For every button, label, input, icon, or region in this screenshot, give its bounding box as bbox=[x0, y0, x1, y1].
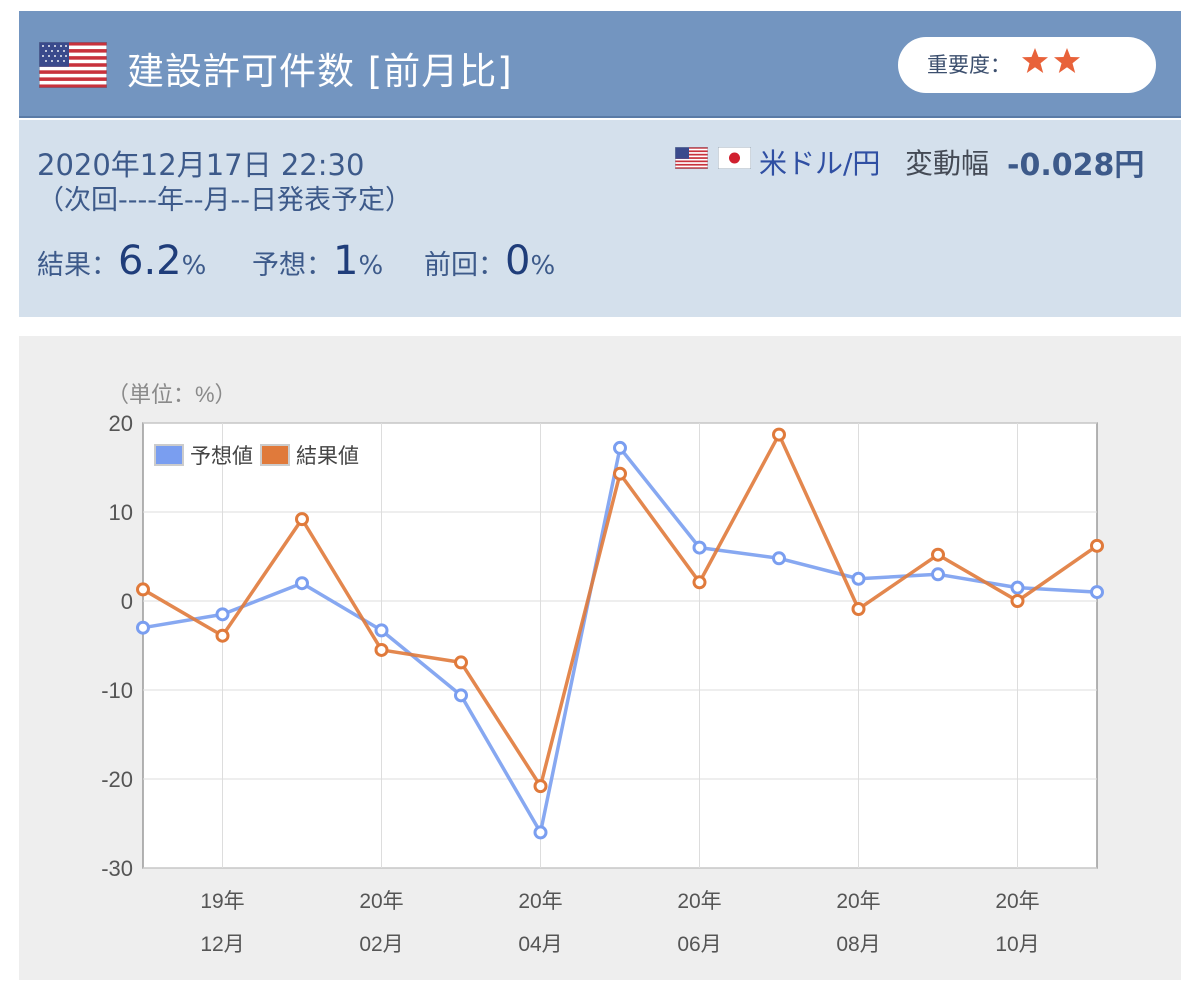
importance-label: 重要度： bbox=[927, 53, 1011, 77]
y-tick-label: -30 bbox=[101, 856, 133, 881]
grid-lines bbox=[143, 422, 1097, 869]
legend-swatch bbox=[260, 444, 290, 466]
next-release: （次回----年--月--日発表予定） bbox=[37, 185, 412, 216]
x-tick-year: 20年 bbox=[995, 890, 1039, 913]
result-item: 結果：6.2% bbox=[37, 238, 206, 284]
importance-badge: 重要度： bbox=[898, 37, 1156, 93]
x-tick-month: 08月 bbox=[836, 933, 880, 956]
data-point bbox=[1090, 585, 1104, 600]
forecast-unit: % bbox=[358, 251, 384, 281]
x-tick-month: 06月 bbox=[677, 933, 721, 956]
data-point bbox=[851, 571, 866, 586]
data-point bbox=[931, 547, 945, 562]
x-tick-year: 19年 bbox=[200, 890, 244, 913]
y-tick-label: 10 bbox=[109, 500, 133, 525]
data-point bbox=[1090, 538, 1104, 553]
forecast-value: 1 bbox=[333, 238, 359, 284]
series-forecast bbox=[136, 440, 1104, 840]
volatility-label: 変動幅 bbox=[905, 147, 990, 180]
x-tick-month: 04月 bbox=[518, 933, 562, 956]
currency-pair-flags bbox=[675, 147, 751, 169]
us-flag-icon bbox=[675, 147, 708, 169]
forecast-item: 予想：1% bbox=[252, 238, 383, 284]
x-tick-month: 12月 bbox=[200, 933, 244, 956]
data-point bbox=[295, 576, 309, 591]
y-tick-label: 0 bbox=[121, 589, 133, 614]
data-point bbox=[374, 642, 389, 657]
legend-label: 結果値 bbox=[296, 445, 359, 468]
data-point bbox=[851, 602, 866, 617]
data-point bbox=[613, 466, 627, 481]
result-value: 6.2 bbox=[118, 238, 182, 284]
y-tick-label: -20 bbox=[101, 767, 133, 792]
plot-area bbox=[142, 422, 1098, 869]
x-tick-month: 10月 bbox=[995, 933, 1039, 956]
volatility-value: -0.028円 bbox=[1007, 148, 1145, 183]
legend-label: 予想値 bbox=[190, 445, 253, 468]
chart-panel: （単位：%） 20 10 0 -10 -20 -30 19年 12月 20年 02月 20年 04月… bbox=[19, 336, 1181, 980]
unit-label: （単位：%） bbox=[107, 382, 237, 407]
x-tick-year: 20年 bbox=[518, 890, 562, 913]
release-datetime: 2020年12月17日 22:30 bbox=[37, 148, 365, 182]
data-point bbox=[692, 540, 707, 555]
data-point bbox=[215, 607, 230, 622]
data-point bbox=[215, 628, 230, 643]
previous-unit: % bbox=[530, 251, 556, 281]
data-point bbox=[772, 551, 786, 566]
data-point bbox=[613, 440, 627, 455]
data-point bbox=[454, 655, 468, 670]
data-point bbox=[931, 567, 945, 582]
data-point bbox=[533, 825, 548, 840]
data-point bbox=[374, 623, 389, 638]
indicator-title: 建設許可件数 [前月比] bbox=[127, 50, 513, 93]
release-info-panel: 2020年12月17日 22:30 （次回----年--月--日発表予定） 米ド… bbox=[19, 120, 1181, 317]
importance-stars bbox=[1020, 46, 1082, 76]
currency-pair-link[interactable]: 米ドル/円 bbox=[759, 147, 881, 180]
star-icon bbox=[1022, 48, 1048, 73]
data-point bbox=[1010, 580, 1025, 595]
y-tick-label: 20 bbox=[109, 411, 133, 436]
x-axis: 19年 12月 20年 02月 20年 04月 20年 06月 20年 08月 20年 10月 bbox=[200, 890, 1039, 956]
legend-swatch bbox=[154, 444, 184, 466]
data-point bbox=[136, 620, 150, 635]
previous-item: 前回：0% bbox=[424, 238, 555, 284]
data-point bbox=[1010, 594, 1025, 608]
x-tick-month: 02月 bbox=[359, 933, 403, 956]
result-label: 結果： bbox=[37, 250, 118, 281]
data-point bbox=[533, 779, 548, 794]
x-tick-year: 20年 bbox=[677, 890, 721, 913]
forecast-label: 予想： bbox=[252, 250, 333, 281]
previous-label: 前回： bbox=[424, 250, 505, 281]
previous-value: 0 bbox=[505, 238, 531, 284]
data-point bbox=[692, 575, 707, 590]
legend: 予想値 結果値 bbox=[154, 444, 359, 468]
y-tick-label: -10 bbox=[101, 678, 133, 703]
data-point bbox=[772, 427, 786, 442]
us-flag-icon bbox=[39, 42, 107, 88]
result-unit: % bbox=[181, 251, 207, 281]
data-point bbox=[295, 512, 309, 527]
star-icon bbox=[1054, 48, 1080, 73]
x-tick-year: 20年 bbox=[359, 890, 403, 913]
data-point bbox=[136, 582, 150, 597]
indicator-header: 建設許可件数 [前月比] 重要度： bbox=[19, 11, 1181, 118]
data-point bbox=[454, 688, 468, 703]
y-axis: 20 10 0 -10 -20 -30 bbox=[101, 411, 133, 881]
series-result bbox=[136, 427, 1104, 794]
line-chart: （単位：%） 20 10 0 -10 -20 -30 19年 12月 20年 02月 20年 04月… bbox=[101, 382, 1104, 956]
x-tick-year: 20年 bbox=[836, 890, 880, 913]
series-layer bbox=[136, 427, 1104, 840]
japan-flag-icon bbox=[718, 147, 751, 169]
